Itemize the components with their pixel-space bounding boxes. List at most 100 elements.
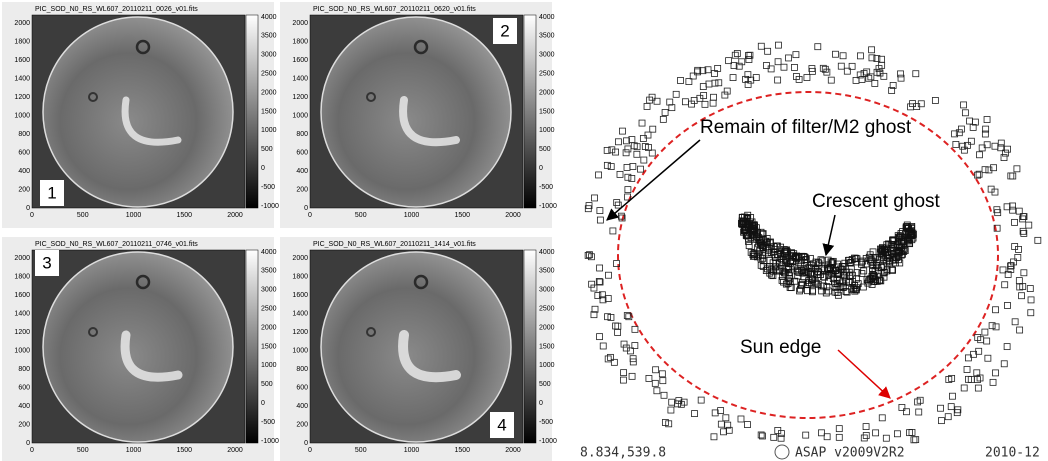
scatter-square	[615, 323, 621, 329]
colorbar-tick-label: 2000	[539, 89, 555, 96]
y-tick-label: 200	[296, 421, 308, 428]
scatter-square	[938, 405, 944, 411]
scatter-square	[645, 132, 651, 138]
scatter-square	[1012, 219, 1018, 225]
logo	[775, 445, 789, 459]
scatter-square	[652, 380, 658, 386]
colorbar-tick-label: 500	[539, 146, 551, 153]
scatter-square	[967, 118, 973, 124]
scatter-square	[911, 437, 917, 443]
scatter-square	[853, 276, 859, 282]
colorbar-tick-label: 2500	[539, 71, 555, 78]
scatter-square	[597, 217, 603, 223]
y-tick-label: 1600	[14, 292, 30, 299]
scatter-square	[824, 434, 830, 440]
scatter-square	[894, 431, 900, 437]
y-tick-label: 1200	[292, 94, 308, 101]
scatter-square	[1005, 146, 1011, 152]
scatter-square	[1004, 344, 1010, 350]
scatter-square	[600, 343, 606, 349]
scatter-square	[1028, 310, 1034, 316]
scatter-square	[589, 281, 595, 287]
colorbar-tick-label: 4000	[261, 14, 277, 21]
x-tick-label: 0	[308, 212, 312, 219]
y-tick-label: 2000	[14, 20, 30, 27]
scatter-square	[1001, 361, 1007, 367]
colorbar-tick-label: 3000	[261, 52, 277, 59]
scatter-square	[990, 379, 996, 385]
y-tick-label: 600	[18, 149, 30, 156]
scatter-square	[617, 171, 623, 177]
scatter-square	[711, 434, 717, 440]
colorbar-tick-label: 1000	[539, 362, 555, 369]
scatter-square	[632, 326, 638, 332]
scatter-square	[591, 285, 597, 291]
scatter-square	[899, 404, 905, 410]
x-tick-label: 1000	[404, 212, 420, 219]
image-panel: PIC_SOD_N0_RS_WL607_20110211_0746_v01.fi…	[2, 237, 279, 461]
scatter-square	[1028, 297, 1034, 303]
scatter-square	[613, 149, 619, 155]
y-tick-label: 400	[18, 403, 30, 410]
colorbar-tick-label: 0	[539, 400, 543, 407]
scatter-square	[1010, 207, 1016, 213]
scatter-square	[620, 377, 626, 383]
scatter-square	[605, 356, 611, 362]
scatter-square	[667, 99, 673, 105]
scatter-square	[962, 110, 968, 116]
colorbar	[246, 15, 258, 208]
scatter-square	[763, 62, 769, 68]
colorbar-tick-label: 500	[261, 381, 273, 388]
y-tick-label: 1800	[292, 38, 308, 45]
scatter-square	[964, 366, 970, 372]
colorbar-tick-label: -500	[261, 419, 275, 426]
annotation: Remain of filter/M2 ghost	[700, 117, 912, 138]
y-tick-label: 0	[26, 205, 30, 212]
scatter-square	[791, 64, 797, 70]
x-tick-label: 0	[308, 447, 312, 454]
scatter-square	[614, 200, 620, 206]
scatter-square	[993, 307, 999, 313]
colorbar-tick-label: 0	[261, 165, 265, 172]
scatter-square	[945, 414, 951, 420]
scatter-square	[778, 435, 784, 441]
scatter-square	[984, 117, 990, 123]
scatter-square	[710, 94, 716, 100]
colorbar-tick-label: -500	[539, 184, 553, 191]
scatter-square	[1014, 166, 1020, 172]
colorbar-tick-label: 4000	[261, 249, 277, 256]
scatter-square	[917, 397, 923, 403]
colorbar-tick-label: 3500	[539, 33, 555, 40]
colorbar-tick-label: -500	[261, 184, 275, 191]
scatter-square	[982, 167, 988, 173]
colorbar-tick-label: 3500	[261, 268, 277, 275]
colorbar	[524, 250, 536, 443]
scatter-square	[592, 195, 598, 201]
y-tick-label: 1800	[14, 38, 30, 45]
y-tick-label: 2000	[292, 255, 308, 262]
scatter-square	[968, 138, 974, 144]
panel-title: PIC_SOD_N0_RS_WL607_20110211_0026_v01.fi…	[35, 6, 198, 13]
scatter-square	[976, 152, 982, 158]
scatter-square	[932, 97, 938, 103]
colorbar-tick-label: -1000	[261, 438, 279, 445]
x-tick-label: 2000	[505, 447, 521, 454]
y-tick-label: 1800	[292, 273, 308, 280]
scatter-square	[1010, 173, 1016, 179]
colorbar-tick-label: 3500	[539, 268, 555, 275]
y-tick-label: 800	[18, 366, 30, 373]
x-tick-label: 2000	[227, 212, 243, 219]
scatter-square	[723, 415, 729, 421]
scatter-square	[1004, 302, 1010, 308]
colorbar-tick-label: 1000	[261, 362, 277, 369]
colorbar-tick-label: 2500	[261, 71, 277, 78]
x-tick-label: 1000	[404, 447, 420, 454]
scatter-square	[909, 429, 915, 435]
y-tick-label: 0	[304, 205, 308, 212]
y-tick-label: 1600	[292, 292, 308, 299]
scatter-square	[775, 77, 781, 83]
scatter-square	[907, 430, 913, 436]
x-tick-label: 1000	[126, 212, 142, 219]
colorbar-tick-label: 1000	[539, 127, 555, 134]
scatter-square	[677, 77, 683, 83]
